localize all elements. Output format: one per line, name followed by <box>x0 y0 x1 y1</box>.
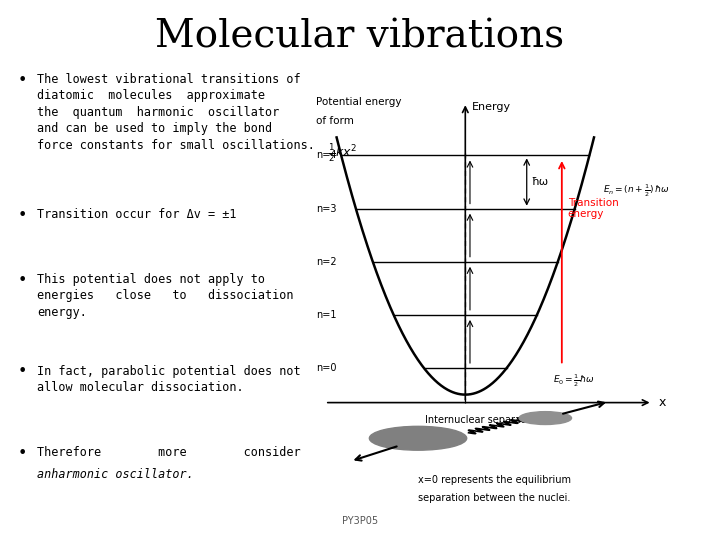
Text: This potential does not apply to
energies   close   to   dissociation
energy.: This potential does not apply to energie… <box>37 273 294 319</box>
Circle shape <box>519 411 572 424</box>
Text: Molecular vibrations: Molecular vibrations <box>156 19 564 56</box>
Text: •: • <box>18 273 27 288</box>
Text: x=0 represents the equilibrium: x=0 represents the equilibrium <box>418 475 571 485</box>
Text: n=2: n=2 <box>316 257 337 267</box>
Text: Potential energy: Potential energy <box>316 97 402 107</box>
Text: Energy: Energy <box>472 103 511 112</box>
Text: ħω: ħω <box>531 177 549 187</box>
Text: separation between the nuclei.: separation between the nuclei. <box>418 494 570 503</box>
Text: $\frac{1}{2}kx^2$: $\frac{1}{2}kx^2$ <box>328 142 357 164</box>
Text: n=3: n=3 <box>316 204 337 214</box>
Text: •: • <box>18 73 27 88</box>
Text: $E_0 = \frac{1}{2}\hbar\omega$: $E_0 = \frac{1}{2}\hbar\omega$ <box>553 372 595 389</box>
Text: n=1: n=1 <box>316 310 337 320</box>
Text: •: • <box>18 446 27 461</box>
Text: n=4: n=4 <box>316 151 337 160</box>
Text: Transition
energy: Transition energy <box>567 198 618 219</box>
Text: Transition occur for Δv = ±1: Transition occur for Δv = ±1 <box>37 208 237 221</box>
Text: PY3P05: PY3P05 <box>342 516 378 526</box>
Circle shape <box>369 427 467 450</box>
Text: n=0: n=0 <box>316 363 337 373</box>
Text: •: • <box>18 208 27 223</box>
Text: x: x <box>658 396 666 409</box>
Text: In fact, parabolic potential does not
allow molecular dissociation.: In fact, parabolic potential does not al… <box>37 364 301 394</box>
Text: •: • <box>18 364 27 380</box>
Text: The lowest vibrational transitions of
diatomic  molecules  approximate
the  quan: The lowest vibrational transitions of di… <box>37 73 315 152</box>
Text: anharmonic oscillator.: anharmonic oscillator. <box>37 468 194 481</box>
Text: of form: of form <box>316 116 354 126</box>
Text: Therefore        more        consider: Therefore more consider <box>37 446 301 458</box>
Text: Internuclear separation: Internuclear separation <box>426 415 540 425</box>
Text: $E_n = (n + \frac{1}{2})\,\hbar\omega$: $E_n = (n + \frac{1}{2})\,\hbar\omega$ <box>603 183 670 199</box>
